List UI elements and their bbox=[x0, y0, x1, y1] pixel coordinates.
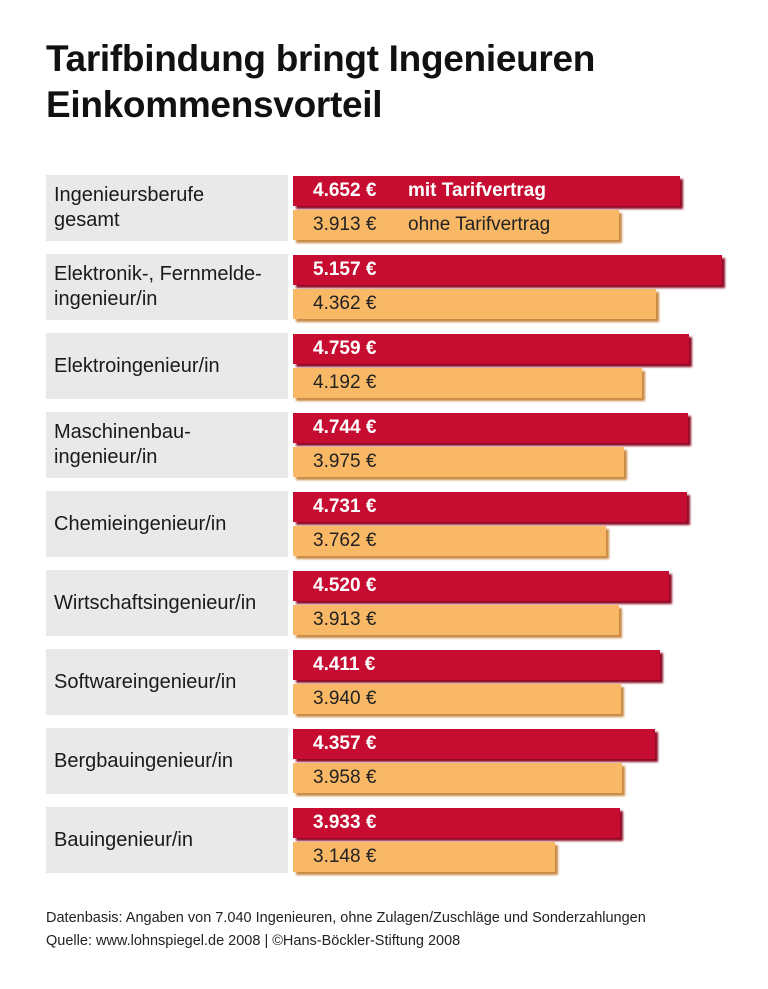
category-label: Bauingenieur/in bbox=[46, 807, 288, 873]
bar-value-label: 4.759 € bbox=[313, 338, 377, 359]
bar-ohne-tarifvertrag: 3.913 € ohne Tarifvertrag bbox=[293, 210, 619, 240]
bar-mit-tarifvertrag: 3.933 € bbox=[293, 808, 621, 838]
bar-mit-tarifvertrag: 4.744 € bbox=[293, 413, 688, 443]
bar-ohne-tarifvertrag: 3.913 € bbox=[293, 605, 619, 635]
bar-mit-tarifvertrag: 4.411 € bbox=[293, 650, 660, 680]
legend-mit-tarifvertrag: mit Tarifvertrag bbox=[408, 180, 546, 201]
bar-mit-tarifvertrag: 5.157 € bbox=[293, 255, 722, 285]
bar-value-label: 3.148 € bbox=[313, 846, 377, 867]
bar-value-label: 4.652 € bbox=[313, 180, 377, 201]
bar-ohne-tarifvertrag: 4.192 € bbox=[293, 368, 642, 398]
bar-value-label: 3.762 € bbox=[313, 530, 377, 551]
bar-mit-tarifvertrag: 4.520 € bbox=[293, 571, 669, 601]
footnote-source: Quelle: www.lohnspiegel.de 2008 | ©Hans-… bbox=[46, 933, 461, 949]
bar-ohne-tarifvertrag: 3.975 € bbox=[293, 447, 624, 477]
bar-mit-tarifvertrag: 4.357 € bbox=[293, 729, 656, 759]
bar-value-label: 3.913 € bbox=[313, 214, 377, 235]
chart-title: Tarifbindung bringt Ingenieuren Einkomme… bbox=[46, 38, 596, 125]
category-label: Elektroingenieur/in bbox=[46, 333, 288, 399]
bar-value-label: 3.933 € bbox=[313, 812, 377, 833]
category-label: Elektronik-, Fernmelde- ingenieur/in bbox=[46, 254, 288, 320]
bar-ohne-tarifvertrag: 3.958 € bbox=[293, 763, 623, 793]
category-label: Chemieingenieur/in bbox=[46, 491, 288, 557]
bar-ohne-tarifvertrag: 3.148 € bbox=[293, 842, 555, 872]
category-label: Maschinenbau- ingenieur/in bbox=[46, 412, 288, 478]
bar-ohne-tarifvertrag: 3.940 € bbox=[293, 684, 621, 714]
bar-ohne-tarifvertrag: 4.362 € bbox=[293, 289, 656, 319]
category-label: Ingenieursberufe gesamt bbox=[46, 175, 288, 241]
bar-value-label: 3.958 € bbox=[313, 767, 377, 788]
bar-value-label: 4.731 € bbox=[313, 496, 377, 517]
bar-mit-tarifvertrag: 4.731 € bbox=[293, 492, 687, 522]
footnote-data-basis: Datenbasis: Angaben von 7.040 Ingenieure… bbox=[46, 910, 646, 926]
bar-value-label: 4.520 € bbox=[313, 575, 377, 596]
category-label: Bergbauingenieur/in bbox=[46, 728, 288, 794]
bar-value-label: 4.357 € bbox=[313, 733, 377, 754]
bar-mit-tarifvertrag: 4.652 € mit Tarifvertrag bbox=[293, 176, 680, 206]
bar-value-label: 5.157 € bbox=[313, 259, 377, 280]
bar-value-label: 3.975 € bbox=[313, 451, 377, 472]
bar-value-label: 3.940 € bbox=[313, 688, 377, 709]
bar-value-label: 3.913 € bbox=[313, 609, 377, 630]
category-label: Wirtschaftsingenieur/in bbox=[46, 570, 288, 636]
legend-ohne-tarifvertrag: ohne Tarifvertrag bbox=[408, 214, 551, 235]
category-label: Softwareingenieur/in bbox=[46, 649, 288, 715]
bar-value-label: 4.744 € bbox=[313, 417, 377, 438]
bar-value-label: 4.411 € bbox=[313, 654, 376, 675]
bar-value-label: 4.362 € bbox=[313, 293, 377, 314]
bar-ohne-tarifvertrag: 3.762 € bbox=[293, 526, 606, 556]
bar-mit-tarifvertrag: 4.759 € bbox=[293, 334, 689, 364]
bar-value-label: 4.192 € bbox=[313, 372, 377, 393]
